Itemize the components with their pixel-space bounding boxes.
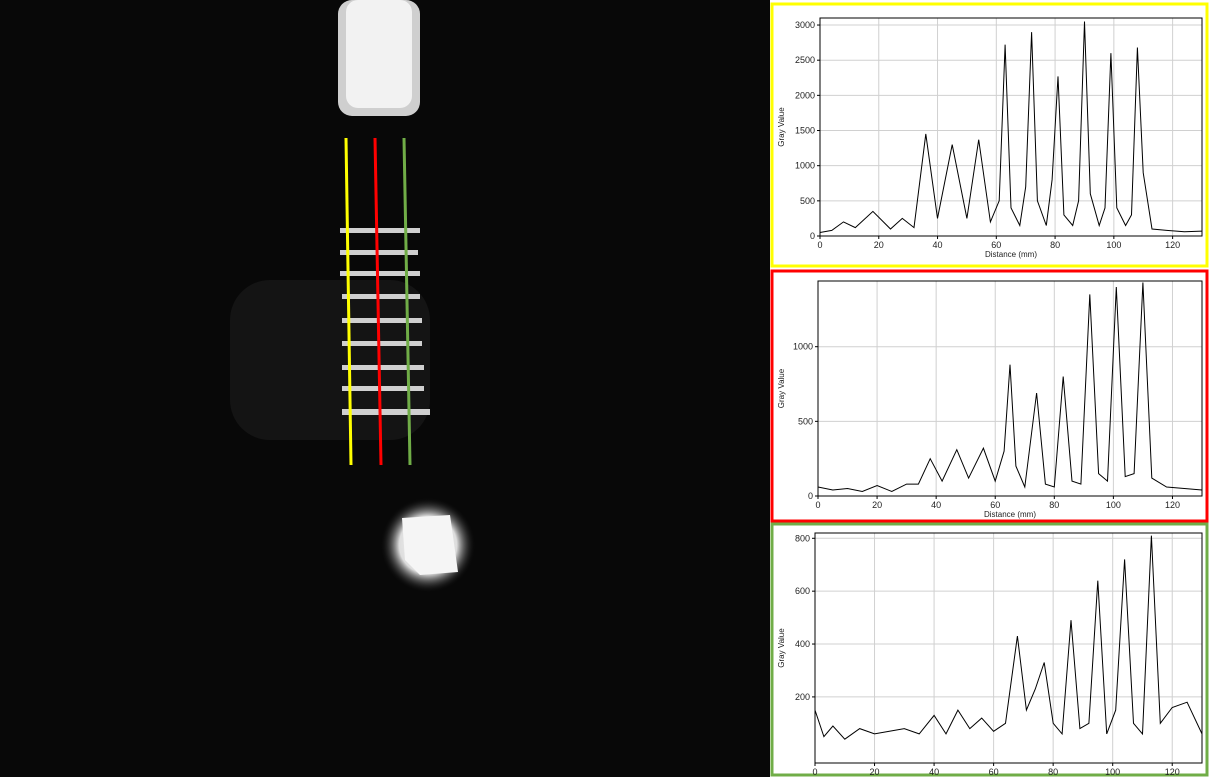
profile-line [817, 282, 1203, 493]
y-tick-label: 2500 [795, 55, 815, 65]
x-tick-label: 100 [1106, 240, 1121, 250]
panel-frame [770, 269, 1209, 523]
x-tick-label: 60 [990, 500, 1000, 510]
y-tick-label: 0 [808, 491, 813, 501]
profile-chart: 0 20 40 60 80 100 120 0 500 1000 Distance (mm) Gray… [770, 269, 1209, 523]
x-tick-label: 40 [933, 240, 943, 250]
x-tick-label: 40 [931, 500, 941, 510]
x-tick-label: 80 [1049, 500, 1059, 510]
x-tick-label: 100 [1105, 767, 1120, 777]
plot-area [819, 17, 1203, 237]
x-tick-label: 80 [1050, 240, 1060, 250]
panel-frame [770, 522, 1209, 777]
radiograph [0, 0, 770, 777]
profile-chart: 020406080100120200400600800Distance (mm)… [770, 522, 1209, 782]
y-tick-label: 600 [795, 586, 810, 596]
profile-line [819, 21, 1203, 233]
y-tick-label: 1000 [793, 342, 813, 352]
x-tick-label: 0 [812, 767, 817, 777]
x-axis-label: Distance (mm) [984, 510, 1036, 519]
x-tick-label: 80 [1048, 767, 1058, 777]
y-tick-label: 1500 [795, 126, 815, 136]
y-tick-label: 800 [795, 533, 810, 543]
y-tick-label: 500 [800, 196, 815, 206]
profile-chart: 0 20 40 60 80 100 120 0 500 1000 1500 2000 2500 3000 D… [770, 2, 1209, 268]
y-tick-label: 400 [795, 639, 810, 649]
x-tick-label: 20 [870, 767, 880, 777]
x-tick-label: 120 [1165, 767, 1180, 777]
profile-line [814, 535, 1203, 740]
y-tick-label: 3000 [795, 20, 815, 30]
x-tick-label: 20 [872, 500, 882, 510]
y-tick-label: 1000 [795, 161, 815, 171]
x-tick-label: 60 [991, 240, 1001, 250]
y-axis-label: Gray Value [777, 107, 786, 147]
y-tick-label: 200 [795, 692, 810, 702]
y-tick-label: 2000 [795, 90, 815, 100]
y-tick-label: 500 [798, 416, 813, 426]
x-tick-label: 20 [874, 240, 884, 250]
x-tick-label: 60 [989, 767, 999, 777]
plot-area [814, 532, 1203, 764]
x-axis-label: Distance (mm) [985, 250, 1037, 259]
y-tick-label: 0 [810, 231, 815, 241]
plot-area [817, 280, 1203, 497]
y-axis-label: Gray Value [777, 368, 786, 408]
x-tick-label: 0 [817, 240, 822, 250]
y-axis-label: Gray Value [777, 628, 786, 668]
x-tick-label: 100 [1106, 500, 1121, 510]
x-tick-label: 40 [929, 767, 939, 777]
x-tick-label: 120 [1165, 240, 1180, 250]
x-tick-label: 0 [815, 500, 820, 510]
x-tick-label: 120 [1165, 500, 1180, 510]
